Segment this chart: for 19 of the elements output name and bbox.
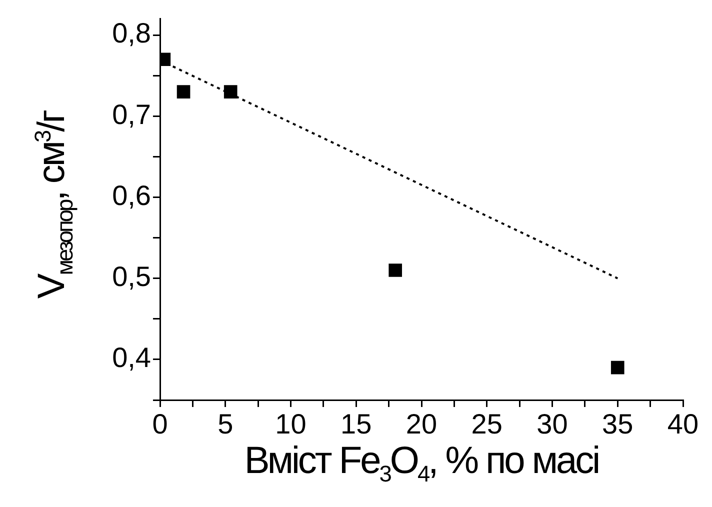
x-tick-label: 30: [536, 408, 568, 440]
y-tick-label: 0,7: [112, 98, 151, 130]
point: [610, 360, 624, 374]
x-tick-label: 10: [275, 408, 306, 440]
x-tick-label: 20: [406, 408, 438, 440]
point: [176, 85, 190, 98]
x-tick-label: 25: [471, 408, 502, 440]
x-tick-label: 15: [340, 408, 372, 440]
point: [224, 85, 238, 98]
x-tick-label: 0: [152, 408, 168, 440]
point: [388, 264, 402, 277]
y-tick-label: 0,4: [112, 342, 151, 374]
x-tick-label: 35: [602, 408, 634, 440]
x-tick-label: 40: [667, 408, 699, 440]
y-tick-label: 0,5: [112, 261, 151, 292]
y-tick-label: 0,6: [112, 180, 151, 211]
y-tick-label: 0,8: [112, 18, 151, 49]
x-axis-title: Вміст Fe$_{3}$O$_{4}$, % по масі: [243, 440, 600, 488]
x-tick-label: 5: [218, 408, 234, 440]
